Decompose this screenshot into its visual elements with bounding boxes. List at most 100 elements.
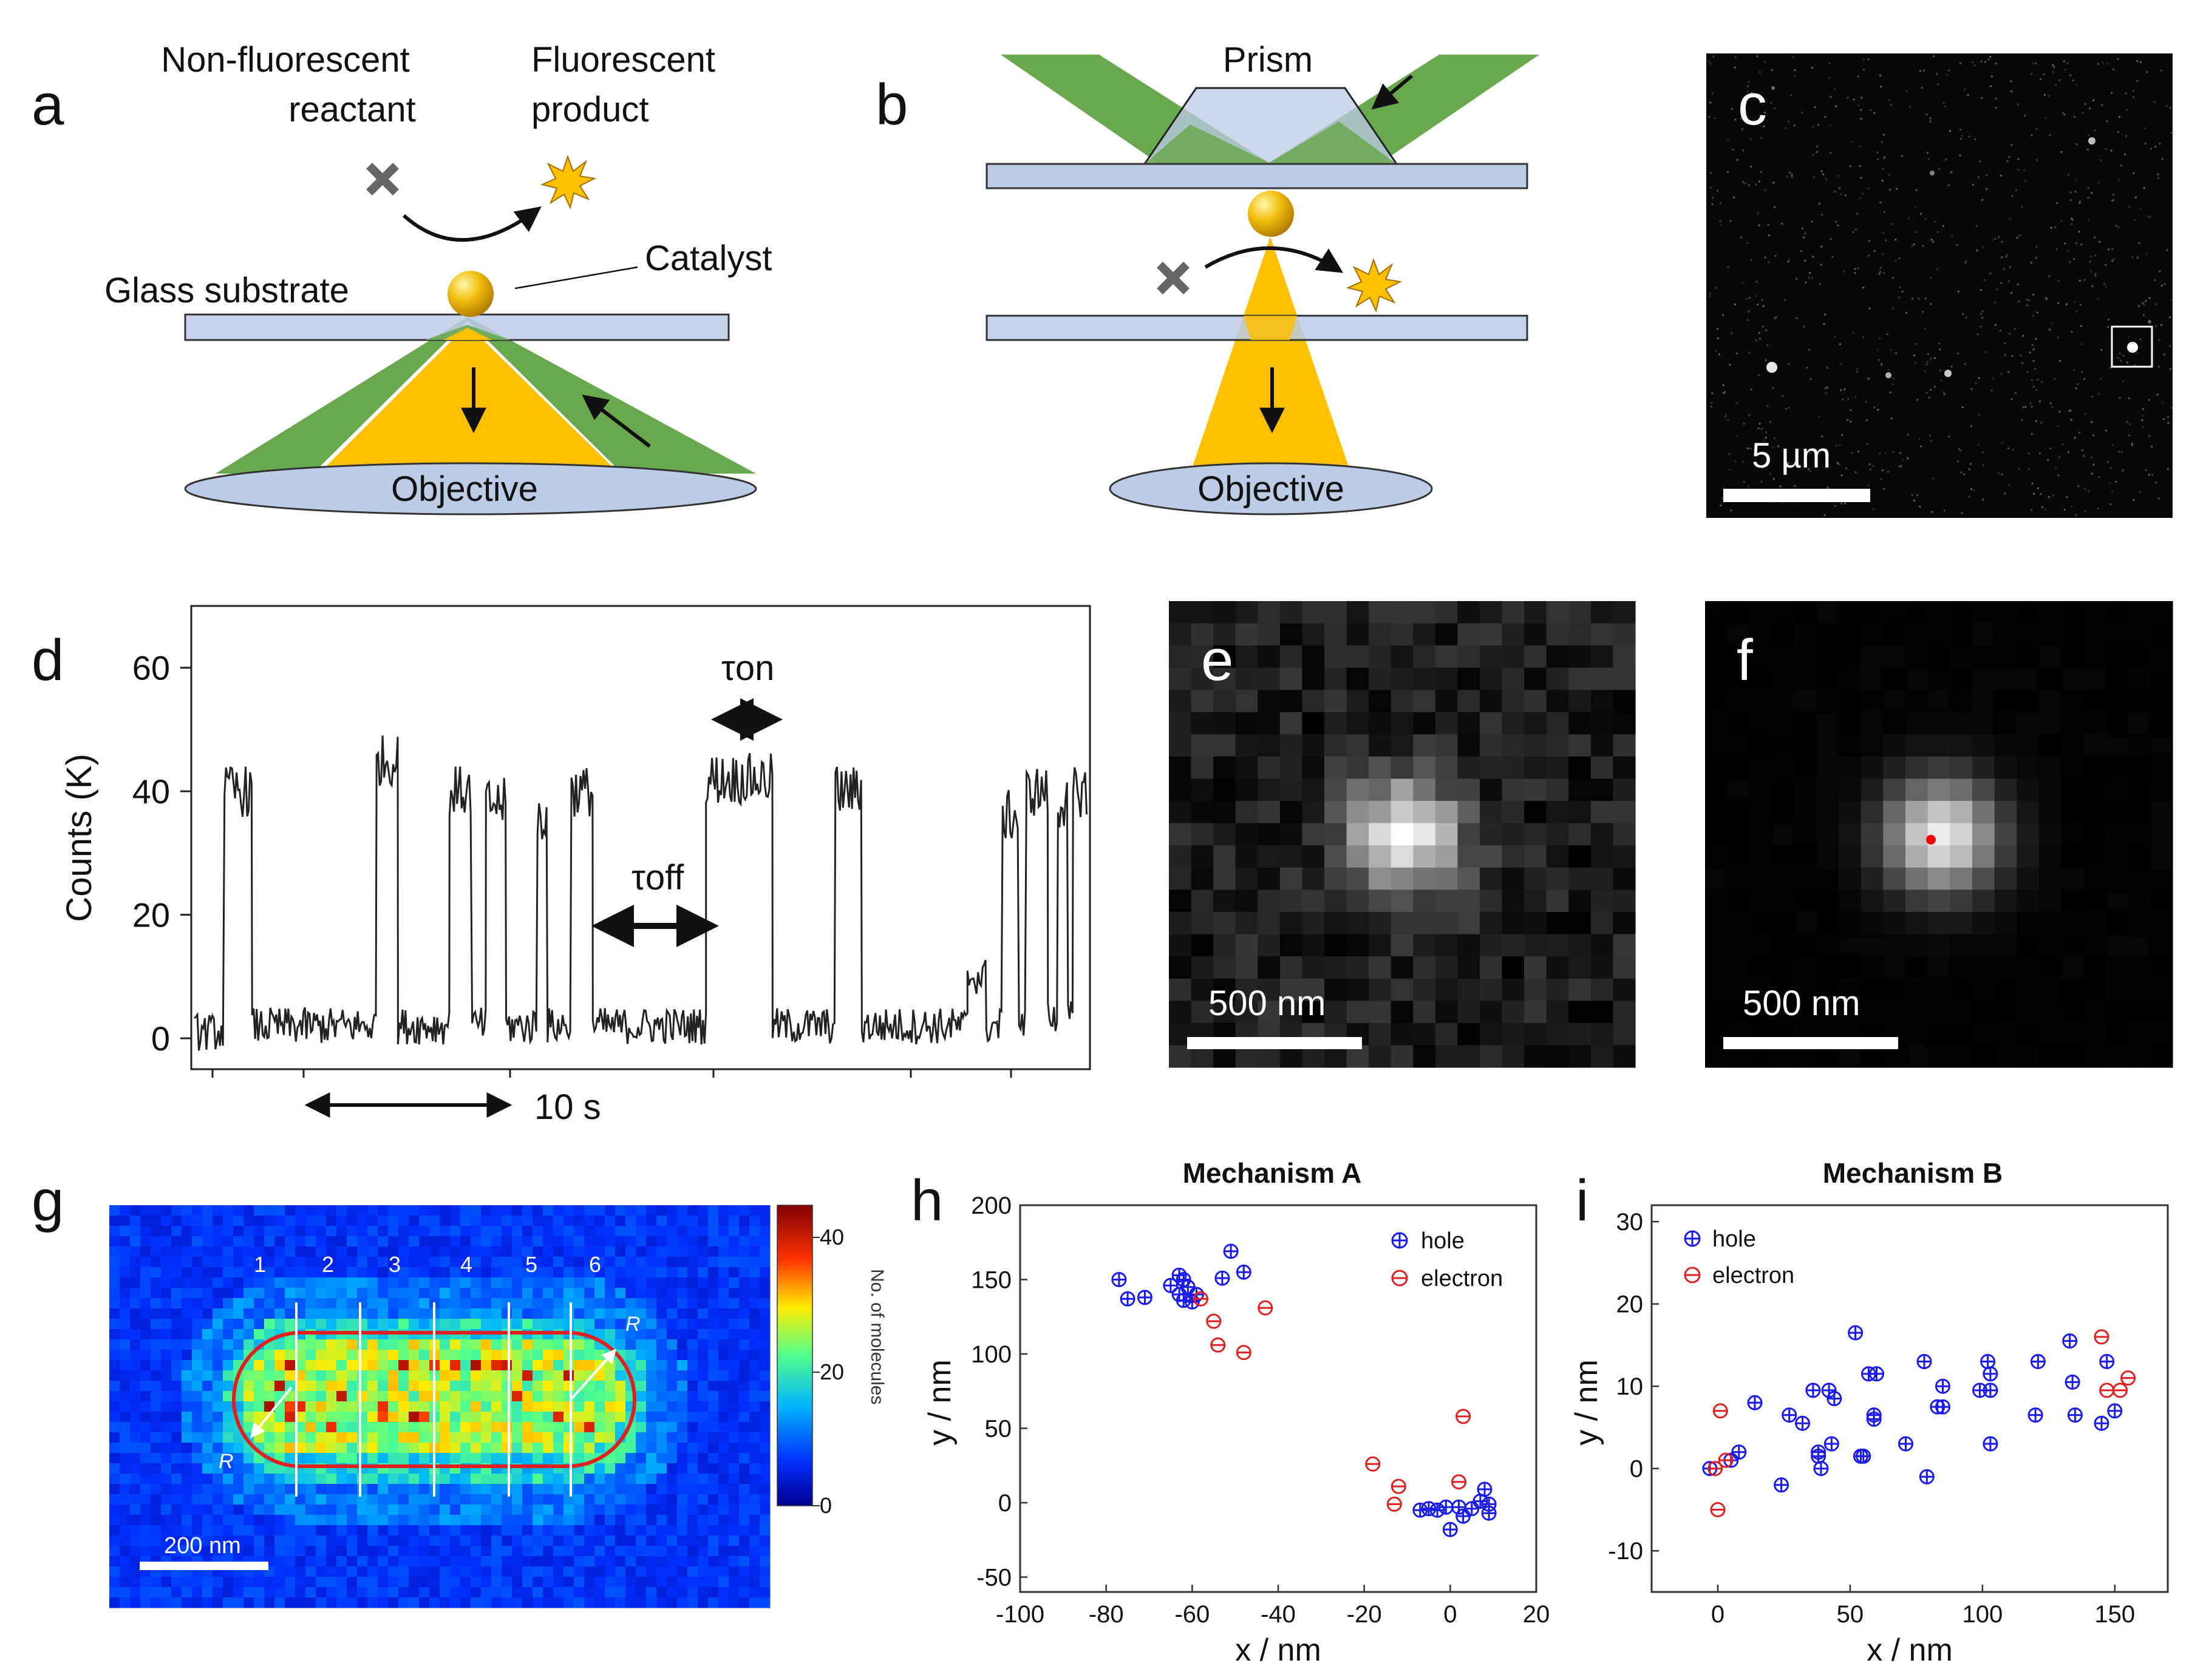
hole-point	[1163, 1277, 1179, 1293]
electron-point	[1193, 1291, 1208, 1307]
segment-label: 6	[589, 1252, 601, 1277]
xlabel-i: x / nm	[1867, 1633, 1953, 1668]
hole-point	[2065, 1374, 2080, 1390]
hole-point	[1983, 1382, 1998, 1398]
hole-point	[1481, 1505, 1497, 1521]
ytick-label: 20	[132, 896, 170, 934]
electron-point	[1258, 1300, 1273, 1316]
scalebar-c	[1723, 489, 1870, 502]
electron-point	[1391, 1478, 1406, 1494]
segment-label: 5	[525, 1252, 537, 1277]
ytick-label: 150	[971, 1267, 1012, 1294]
selection-box	[2111, 325, 2153, 368]
hole-point	[1774, 1477, 1789, 1493]
objective-lens	[184, 462, 757, 515]
ytick-label: 40	[132, 772, 170, 811]
panel-d: d 0 20 40 60 Counts (K) τon τoff 10 s	[32, 605, 1091, 1127]
hole-point	[1429, 1502, 1445, 1518]
hole-point	[1438, 1499, 1454, 1515]
hole-point	[2107, 1403, 2123, 1419]
starburst-icon-b	[1346, 258, 1403, 313]
xtick-label: 150	[2094, 1601, 2135, 1628]
segment-label: 4	[460, 1252, 472, 1277]
green-beam	[216, 317, 756, 474]
ytick-label: 0	[1630, 1456, 1643, 1483]
ytick-label: 60	[132, 649, 170, 687]
panel-letter-b: b	[876, 72, 908, 137]
electron-point	[2120, 1370, 2136, 1386]
colorbar-tick: 40	[820, 1225, 844, 1250]
hole-point	[1869, 1366, 1884, 1382]
ylabel-d: Counts (K)	[60, 753, 99, 922]
ytick-label: 10	[1616, 1373, 1644, 1400]
ytick-label: 30	[1616, 1209, 1644, 1236]
product-label-line1: Fluorescent	[531, 40, 715, 80]
ytick-label: 200	[971, 1192, 1012, 1219]
product-label-line2: product	[531, 90, 649, 129]
scalebar-f	[1723, 1037, 1898, 1049]
hole-point	[1214, 1270, 1230, 1286]
top-glass	[986, 163, 1528, 189]
segment-label: 3	[389, 1252, 401, 1277]
chart-title-h: Mechanism A	[1183, 1157, 1362, 1189]
hole-point	[2027, 1407, 2043, 1423]
tau-on-label: τon	[721, 648, 774, 688]
xtick-label: -80	[1089, 1601, 1124, 1628]
scalebar-label-f: 500 nm	[1743, 984, 1860, 1023]
fluorescent-spots	[1766, 86, 2151, 378]
legend-electron-label: electron	[1421, 1266, 1503, 1291]
electron-point	[2094, 1329, 2109, 1345]
hole-point	[1747, 1395, 1763, 1410]
time-scale-label: 10 s	[534, 1087, 601, 1127]
catalyst-label: Catalyst	[645, 239, 772, 278]
xtick-label: 20	[1523, 1601, 1550, 1628]
radius-arrow-left	[250, 1386, 293, 1438]
hole-point	[1826, 1391, 1842, 1406]
gold-sphere-icon-b	[1248, 191, 1294, 237]
electron-point	[1206, 1313, 1222, 1329]
legend-electron-marker	[1391, 1270, 1408, 1287]
glass-substrate	[184, 313, 730, 341]
scalebar-e	[1187, 1037, 1362, 1049]
ytick-label: 20	[1616, 1291, 1644, 1318]
electron-point	[1386, 1496, 1402, 1512]
electron-point	[2112, 1382, 2128, 1398]
hole-point	[2099, 1354, 2115, 1369]
objective-label-a: Objective	[391, 469, 538, 509]
hole-point	[1223, 1243, 1239, 1259]
electron-point	[1451, 1474, 1466, 1490]
substrate-label: Glass substrate	[104, 271, 349, 310]
ytick-label: -50	[976, 1565, 1012, 1591]
panel-letter-d: d	[32, 628, 64, 693]
emission-cone	[319, 325, 619, 474]
hole-point	[1795, 1415, 1810, 1431]
hole-point	[1782, 1407, 1797, 1423]
ytick-label: -10	[1608, 1538, 1643, 1565]
radius-label-left: R	[219, 1450, 234, 1473]
hole-point	[1421, 1501, 1437, 1517]
xtick-label: -100	[996, 1601, 1044, 1628]
hole-point	[1805, 1382, 1821, 1398]
panel-letter-a: a	[32, 72, 64, 137]
segment-label: 1	[254, 1252, 266, 1277]
electron-point	[1455, 1409, 1471, 1424]
starburst-icon	[540, 155, 597, 210]
hole-point	[1120, 1291, 1135, 1307]
legend-hole-marker	[1684, 1230, 1701, 1247]
electron-point	[1236, 1345, 1251, 1361]
pixel-image-e	[1169, 601, 1636, 1068]
segment-labels: 1 2 3 4 5 6	[254, 1252, 601, 1277]
trace-frame	[190, 605, 1091, 1070]
tau-off-label: τoff	[632, 858, 684, 897]
panel-f: f 500 nm	[1705, 601, 2173, 1068]
ytick-label: 100	[971, 1341, 1012, 1368]
prism-label: Prism	[1223, 40, 1313, 80]
hole-point	[1455, 1508, 1471, 1524]
panel-letter-f: f	[1737, 628, 1753, 693]
legend-hole-label: hole	[1421, 1228, 1465, 1254]
cross-icon	[366, 163, 399, 196]
legend-h: hole electron	[1391, 1228, 1503, 1291]
radius-label-right: R	[625, 1313, 641, 1336]
cross-icon-b	[1157, 262, 1190, 294]
